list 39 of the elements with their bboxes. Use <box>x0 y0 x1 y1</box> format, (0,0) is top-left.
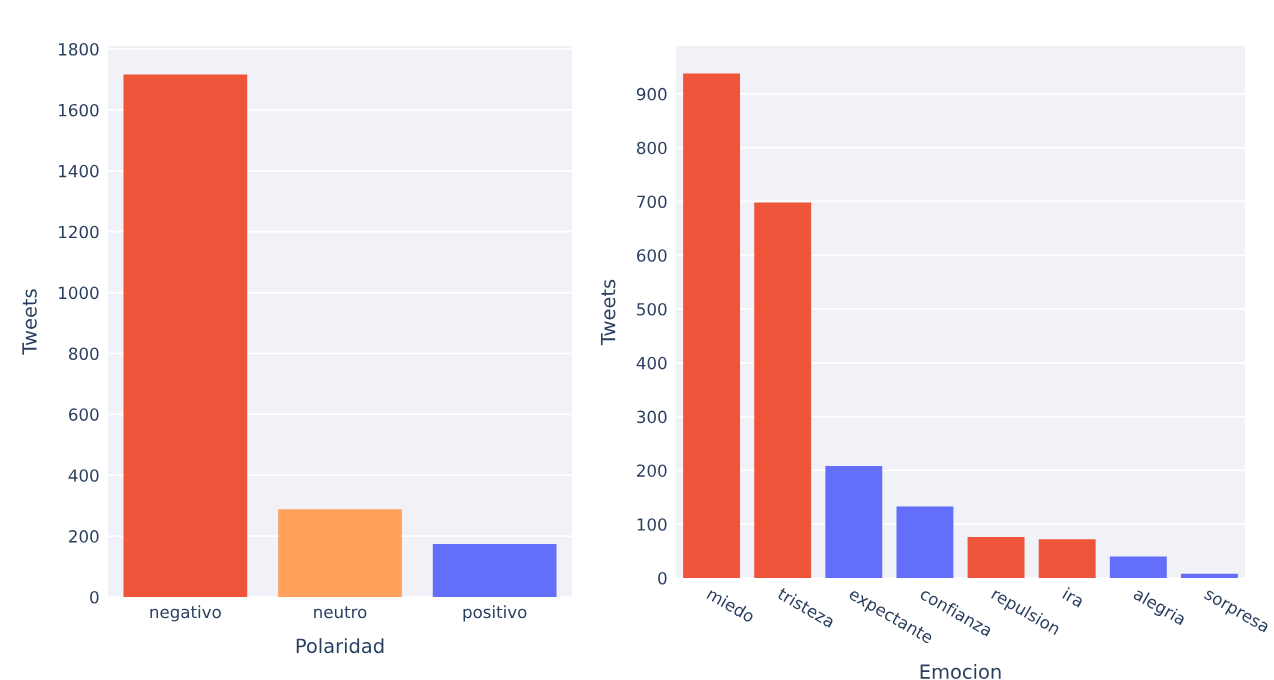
bar <box>967 537 1025 578</box>
y-tick-label: 800 <box>68 347 99 361</box>
y-tick-label: 300 <box>637 410 667 424</box>
bar <box>1038 539 1096 578</box>
x-tick-label: negativo <box>150 605 221 622</box>
y-tick-label: 600 <box>637 249 667 262</box>
y-tick-label: 600 <box>69 408 99 421</box>
y-tick-label: 800 <box>636 141 667 155</box>
y-axis-title: Tweets <box>22 289 37 355</box>
y-tick-label: 200 <box>637 464 667 477</box>
bar <box>1109 556 1167 578</box>
bar <box>896 506 954 578</box>
y-tick-label: 100 <box>637 518 667 531</box>
y-axis-title: Tweets <box>600 279 616 346</box>
y-tick-label: 1200 <box>59 225 99 239</box>
x-tick-label: neutro <box>314 606 367 619</box>
bar <box>825 466 883 578</box>
bar <box>1180 573 1238 578</box>
y-tick-label: 400 <box>68 469 99 482</box>
y-tick-label: 1400 <box>59 164 99 178</box>
y-tick-label: 400 <box>636 356 667 370</box>
x-tick-label: ira <box>1062 587 1085 608</box>
y-tick-label: 1000 <box>59 286 99 300</box>
bar <box>683 73 741 578</box>
y-tick-label: 1800 <box>59 43 99 56</box>
y-tick-label: 500 <box>637 303 667 316</box>
bar <box>123 74 248 597</box>
x-axis-title: Emocion <box>920 663 1001 679</box>
x-tick-label: positivo <box>463 605 527 622</box>
y-tick-label: 0 <box>658 571 667 585</box>
bar <box>278 509 402 597</box>
bar <box>432 544 557 597</box>
y-tick-label: 700 <box>637 195 667 209</box>
y-tick-label: 900 <box>636 87 667 101</box>
y-tick-label: 0 <box>90 590 99 604</box>
x-axis-title: Polaridad <box>296 638 384 654</box>
y-tick-label: 1600 <box>59 103 99 117</box>
y-tick-label: 200 <box>69 530 99 543</box>
bar <box>754 202 812 578</box>
